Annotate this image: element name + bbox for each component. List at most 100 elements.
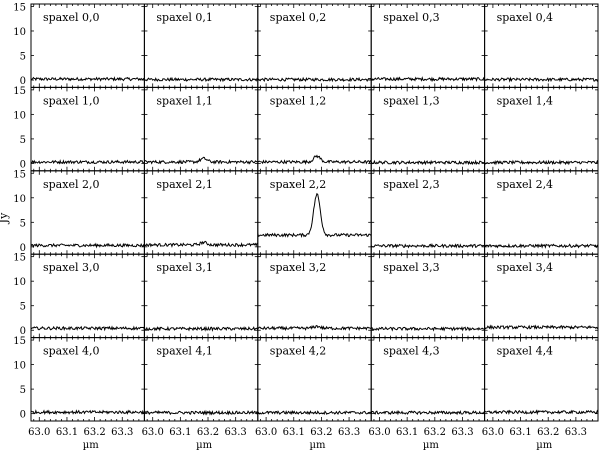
spaxel-label: spaxel 3,4 [497,261,553,274]
spaxel-label: spaxel 0,3 [383,11,439,24]
spaxel-panel: spaxel 0,2 [257,3,372,88]
y-tick-label: 10 [13,27,26,38]
x-tick-label: 63.3 [565,427,587,438]
y-tick-label: 10 [13,361,26,372]
spaxel-panel: spaxel 3,1 [143,253,259,339]
y-tick-label: 15 [13,86,26,97]
spectrum-line [257,192,372,239]
spectrum-line [30,159,145,165]
spaxel-panel: spaxel 1,1 [143,86,259,172]
spaxel-label: spaxel 0,2 [270,11,326,24]
panel-frame [484,337,599,422]
spectrum-line [30,409,145,416]
x-tick-label: 63.2 [197,427,219,438]
spaxel-label: spaxel 3,3 [383,261,439,274]
x-tick-label: 63.2 [537,427,559,438]
x-tick-label: 63.3 [225,427,247,438]
spaxel-label: spaxel 3,0 [43,261,99,274]
spaxel-label: spaxel 2,1 [156,178,212,191]
spaxel-panel: spaxel 3,4 [484,253,599,339]
y-tick-label: 0 [20,326,26,337]
spaxel-panel: spaxel 2,0 [30,170,145,255]
spaxel-label: spaxel 4,4 [497,345,553,358]
spaxel-panel: spaxel 0,4 [484,3,599,88]
spectrum-line [30,325,145,332]
x-tick-label: 63.1 [56,427,78,438]
x-tick-label: 63.0 [482,427,504,438]
spaxel-label: spaxel 0,0 [43,11,99,24]
spectrum-line [30,242,145,249]
spaxel-panel: spaxel 1,4 [484,86,599,172]
spectrum-line [484,76,599,83]
x-axis-title: µm [536,440,552,451]
spaxel-panel: spaxel 4,4 [484,337,599,422]
spectrum-line [370,243,485,249]
y-tick-label: 0 [20,76,26,87]
x-tick-label: 63.0 [368,427,390,438]
spaxel-panel: spaxel 1,3 [370,86,486,172]
spectrum-line [143,325,259,332]
spectrum-line [30,76,145,82]
x-axis-labels: 63.0 63.1 63.2 63.3 µm 63.0 63.1 63.2 63.3 µm 63.0… [28,427,587,451]
y-tick-label: 10 [13,194,26,205]
spaxel-label: spaxel 4,2 [270,345,326,358]
spectrum-line [144,76,259,83]
spaxel-label: spaxel 0,4 [497,11,553,24]
x-axis-title: µm [423,440,439,451]
x-tick-label: 63.3 [338,427,360,438]
spaxel-panel: spaxel 2,2 [257,170,372,255]
spaxel-label: spaxel 4,1 [156,345,212,358]
x-tick-label: 63.1 [169,427,191,438]
panel-grid: spaxel 0,0 spaxel 0,1 spaxel 0,2 spaxel 0,3… [30,3,599,422]
x-tick-label: 63.2 [83,427,105,438]
y-tick-label: 5 [20,52,26,63]
spaxel-label: spaxel 4,0 [43,345,99,358]
spectrum-line [370,410,486,416]
spectrum-line [257,76,372,83]
spaxel-panel: spaxel 1,2 [257,86,372,172]
y-tick-label: 10 [13,277,26,288]
spectrum-line [484,159,599,166]
y-tick-label: 15 [13,169,26,180]
x-tick-label: 63.0 [28,427,50,438]
y-tick-label: 5 [20,385,26,396]
y-axis-title: Jy [0,212,10,224]
spectrum-line [144,156,258,165]
spaxel-label: spaxel 3,2 [270,261,326,274]
spaxel-label: spaxel 1,2 [270,94,326,107]
spectrum-line [370,76,486,82]
y-tick-label: 15 [13,336,26,347]
y-tick-label: 0 [20,159,26,170]
y-tick-label: 0 [20,410,26,421]
spaxel-label: spaxel 2,4 [497,178,553,191]
spectrum-line [484,243,599,249]
spectrum-line [484,324,599,331]
x-tick-label: 63.1 [283,427,305,438]
spectrum-line [257,409,372,416]
y-tick-label: 5 [20,302,26,313]
spaxel-label: spaxel 3,1 [156,261,212,274]
spaxel-label: spaxel 1,4 [497,94,553,107]
spaxel-panel: spaxel 2,1 [143,170,259,255]
spaxel-panel: spaxel 3,0 [30,253,145,339]
spaxel-panel: spaxel 2,3 [370,170,486,255]
x-tick-label: 63.3 [451,427,473,438]
spaxel-panel: spaxel 3,2 [257,253,372,339]
spaxel-label: spaxel 2,2 [270,178,326,191]
spaxel-label: spaxel 0,1 [156,11,212,24]
spectrum-line [143,240,259,248]
spectrum-line [144,409,259,416]
x-axis-title: µm [83,440,99,451]
spaxel-panel: spaxel 3,3 [370,253,486,339]
spaxel-panel: spaxel 4,1 [143,337,259,422]
y-tick-label: 10 [13,110,26,121]
spaxel-panel: spaxel 4,0 [30,337,145,422]
x-tick-label: 63.1 [396,427,418,438]
x-axis-title: µm [196,440,212,451]
x-tick-label: 63.2 [310,427,332,438]
x-axis-title: µm [310,440,326,451]
y-tick-label: 15 [13,2,26,13]
x-tick-label: 63.1 [509,427,531,438]
